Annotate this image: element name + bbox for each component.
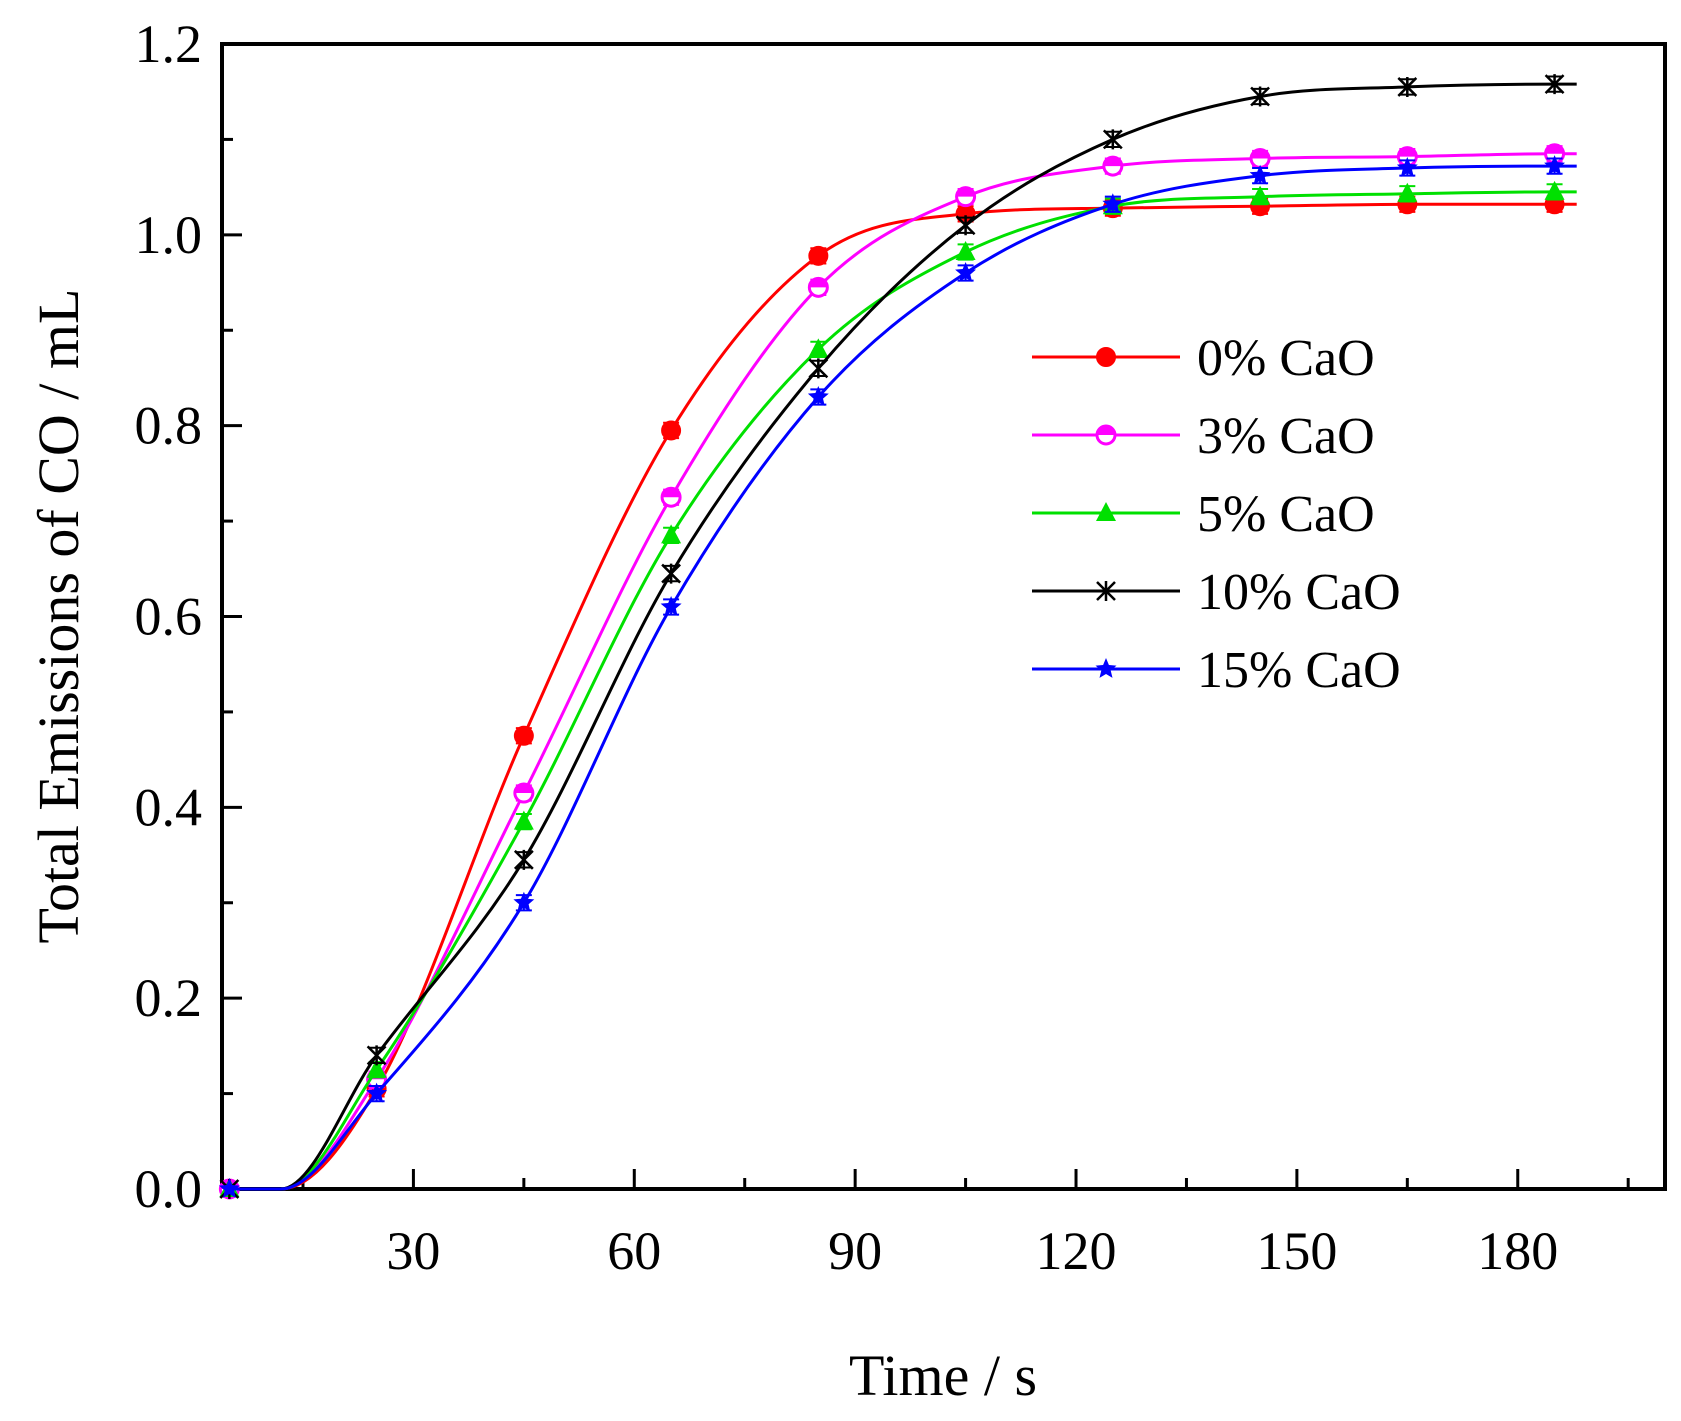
series-line-10pct-cao [229,82,1577,1191]
legend: 0% CaO 3% CaO 5% CaO 10% CaO 15% CaO [1032,330,1401,699]
legend-marker [1096,581,1116,601]
legend-label: 10% CaO [1197,564,1401,621]
x-axis-title: Time / s [849,1343,1037,1408]
y-axis-title: Total Emissions of CO / mL [26,289,91,944]
x-tick-label: 150 [1256,1221,1337,1281]
x-tick-label: 90 [828,1221,882,1281]
legend-marker [1096,347,1116,367]
data-point [808,245,829,266]
data-point [955,186,977,208]
data-point [1249,148,1271,169]
data-point [513,849,534,870]
x-tick-label: 180 [1477,1221,1558,1281]
data-point [808,338,829,358]
legend-label: 15% CaO [1197,642,1401,699]
y-tick-labels: 0.0 0.2 0.4 0.6 0.8 1.0 1.2 [135,14,203,1219]
legend-marker [1095,658,1117,678]
legend-label: 5% CaO [1197,486,1375,543]
data-point [513,810,534,830]
data-point [366,1082,388,1103]
y-tick-label: 0.2 [135,968,203,1028]
data-point [955,262,976,282]
data-point [1544,180,1565,200]
data-point [1397,182,1418,202]
data-point [366,1045,387,1066]
y-tick-label: 1.2 [135,14,203,74]
y-tick-label: 1.0 [135,205,203,265]
series-line-15pct-cao [229,164,1577,1191]
legend-item-0pct-cao: 0% CaO [1032,330,1375,387]
x-tick-label: 60 [607,1221,661,1281]
legend-item-3pct-cao: 3% CaO [1032,408,1375,465]
data-point [661,563,681,584]
legend-label: 3% CaO [1197,408,1375,465]
y-tick-label: 0.6 [135,587,203,647]
data-point [660,486,682,508]
legend-item-10pct-cao: 10% CaO [1032,564,1401,621]
x-tick-label: 120 [1036,1221,1117,1281]
legend-item-5pct-cao: 5% CaO [1032,486,1375,543]
data-point [1544,155,1565,175]
data-point [513,891,535,912]
data-point [807,386,829,406]
series-15pct-cao [218,155,1577,1198]
data-point [1544,74,1565,95]
y-tick-label: 0.4 [135,777,203,837]
data-point [660,596,682,616]
series-line-5pct-cao [229,190,1577,1191]
data-point [1250,86,1270,107]
data-point [218,1178,240,1198]
y-tick-label: 0.8 [135,396,203,456]
data-point [513,725,534,746]
data-point [1102,129,1123,150]
data-point [955,215,976,236]
data-point [807,276,829,298]
data-point [661,524,682,544]
series-layer [218,74,1577,1200]
data-point [1397,76,1418,97]
x-tick-label: 30 [386,1221,440,1281]
data-point [366,1058,387,1078]
data-point [1249,164,1271,185]
x-tick-labels: 30 60 90 120 150 180 [386,1221,1558,1281]
y-tick-label: 0.0 [135,1159,203,1219]
legend-marker [1095,424,1117,446]
legend-label: 0% CaO [1197,330,1375,387]
series-10pct-cao [219,74,1577,1199]
data-point [1250,185,1271,205]
data-point [1396,157,1418,177]
axis-ticks [222,42,1630,1191]
data-point [1102,155,1124,177]
data-point [1102,193,1124,214]
data-point [808,358,829,379]
legend-item-15pct-cao: 15% CaO [1032,642,1401,699]
data-point [955,241,976,261]
data-point [513,782,535,804]
data-point [661,420,682,441]
legend-marker [1096,502,1116,521]
